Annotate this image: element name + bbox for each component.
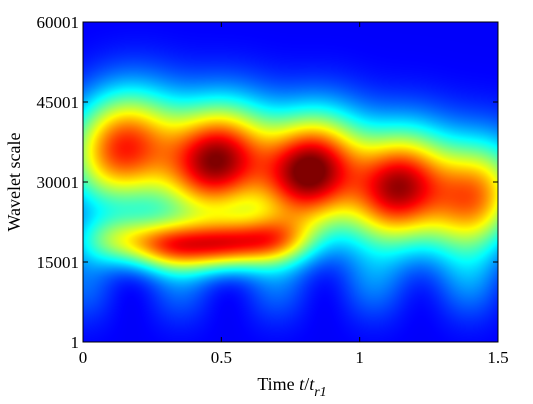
x-axis-label: Time t/tr1: [257, 374, 326, 400]
x-tick-label: 0.5: [211, 348, 232, 367]
x-tick-label: 1: [355, 348, 364, 367]
y-axis-ticks: 1 15001 30001 45001 60001: [37, 13, 498, 352]
y-tick-label: 1: [71, 333, 80, 352]
y-tick-label: 60001: [37, 13, 80, 32]
heatmap-image: [83, 22, 498, 342]
x-axis-ticks: 0 0.5 1 1.5: [79, 22, 509, 367]
y-tick-label: 15001: [37, 253, 80, 272]
x-tick-label: 1.5: [487, 348, 508, 367]
x-tick-label: 0: [79, 348, 88, 367]
y-axis-label: Wavelet scale: [4, 132, 24, 231]
y-tick-label: 45001: [37, 93, 80, 112]
y-tick-label: 30001: [37, 173, 80, 192]
